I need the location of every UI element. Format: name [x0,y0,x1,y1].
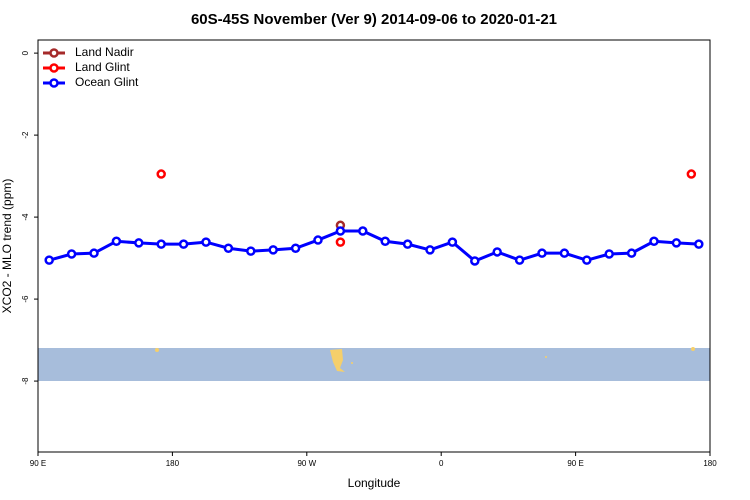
chart-title: 60S-45S November (Ver 9) 2014-09-06 to 2… [191,11,557,28]
y-axis-label: XCO2 - MLO trend (ppm) [0,179,14,314]
point [156,169,166,179]
legend-label: Land Glint [75,60,130,74]
point [514,255,525,265]
point [582,255,592,265]
x-tick-label: 180 [703,459,717,468]
point [335,237,346,247]
point [313,235,323,245]
y-tick-label: -2 [21,131,30,139]
point [358,226,368,236]
land-patch [330,349,345,372]
legend-marker [49,63,59,73]
point [537,248,547,258]
legend-marker [49,78,59,88]
legend-label: Ocean Glint [75,75,139,89]
point [66,249,77,259]
point [246,246,256,256]
land-patch [545,356,547,358]
x-tick-label: 90 E [567,459,583,468]
point [686,169,697,179]
point [492,247,502,257]
point [156,239,166,249]
point [447,237,458,247]
point [470,256,480,266]
y-tick-label: 0 [21,50,30,55]
point [671,238,682,248]
point [380,236,390,247]
point [604,249,614,259]
point [290,243,301,254]
point [111,236,122,247]
point [402,239,413,249]
y-tick-label: -4 [21,213,30,221]
point [694,239,704,249]
legend-label: Land Nadir [75,45,134,59]
x-tick-label: 90 E [30,459,46,468]
y-tick-label: -8 [21,377,30,385]
x-tick-label: 90 W [297,459,316,468]
series-line [48,229,699,263]
point [559,248,570,258]
point [134,238,144,248]
point [268,245,278,255]
point [649,236,659,247]
point [44,255,54,265]
ocean-band [38,348,710,381]
point [178,239,189,249]
point [89,248,99,258]
point [223,243,234,254]
plot-frame [37,39,711,453]
x-tick-label: 180 [166,459,180,468]
x-tick-label: 0 [439,459,444,468]
x-axis-label: Longitude [348,476,401,490]
y-tick-label: -6 [21,295,30,303]
point [335,226,346,236]
point [425,245,435,255]
land-patch [691,347,695,351]
point [626,248,637,258]
legend-marker [49,48,59,58]
land-patch [351,362,353,364]
point [201,237,211,247]
map-strip [38,347,710,381]
land-patch [155,348,159,352]
